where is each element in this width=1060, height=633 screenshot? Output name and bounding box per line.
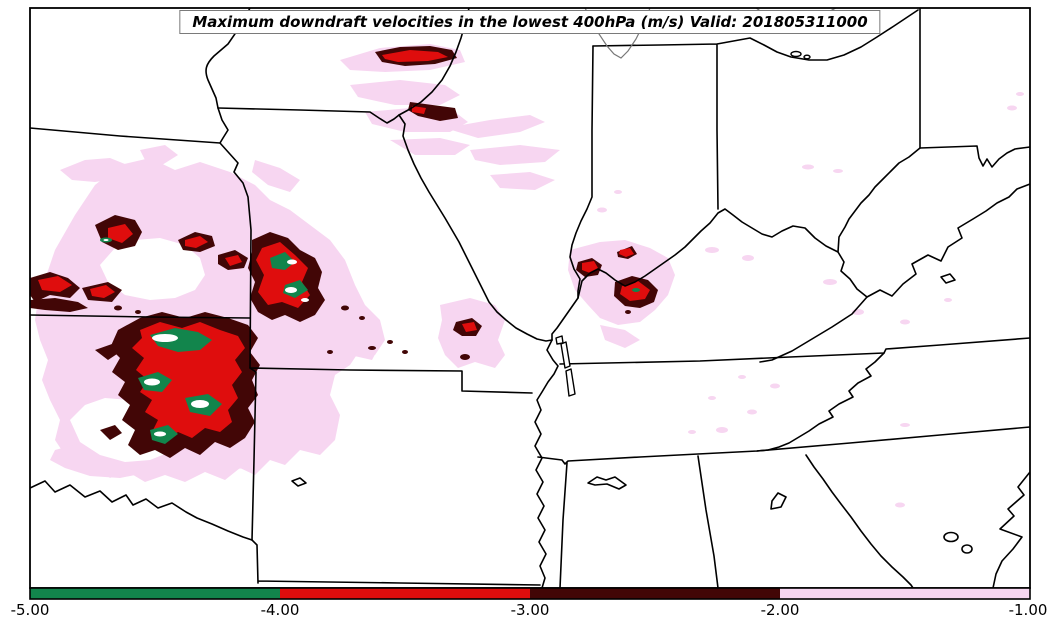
colorbar-tick-minus3: -3.00	[510, 601, 550, 619]
field-layer-white-cores	[103, 239, 309, 437]
border-red-river	[30, 480, 253, 541]
weather-field	[30, 44, 1024, 508]
field-layer-red	[38, 50, 650, 440]
colorbar-tick-minus5: -5.00	[10, 601, 50, 619]
colorbar-frame	[29, 587, 1031, 600]
erie-island	[790, 50, 802, 58]
border-pa-wv-md	[919, 145, 1030, 168]
border-ohio-river	[551, 147, 921, 341]
colorbar-tick-minus2: -2.00	[760, 601, 800, 619]
border-il-in-wabash	[569, 45, 594, 299]
lake-marion	[943, 531, 959, 543]
border-mississippi-lower	[534, 339, 559, 588]
border-mo-ar-bootheel	[249, 367, 533, 394]
border-ky-va	[759, 296, 868, 363]
colorbar-segment-red	[280, 588, 530, 599]
border-savannah-river	[805, 454, 914, 588]
colorbar-segment-green	[30, 588, 280, 599]
colorbar-segment-pink	[780, 588, 1030, 599]
virginia-lake	[940, 273, 956, 284]
kentucky-lake-3	[555, 335, 564, 345]
colorbar	[29, 587, 1031, 600]
title-box: Maximum downdraft velocities in the lowe…	[179, 10, 881, 34]
border-tx-ar-la	[251, 539, 541, 586]
georgia-lake	[770, 492, 787, 510]
map-title: Maximum downdraft velocities in the lowe…	[192, 13, 868, 31]
colorbar-tick-minus1: -1.00	[1008, 601, 1048, 619]
border-nc-tn	[756, 352, 885, 452]
kentucky-lake	[560, 341, 571, 369]
border-mississippi-upper	[398, 8, 553, 342]
colorbar-tick-minus4: -4.00	[260, 601, 300, 619]
erie-island-2	[803, 54, 811, 60]
border-sc-coast	[992, 471, 1030, 588]
border-ms-al	[559, 462, 568, 588]
pickwick-lake	[587, 476, 627, 490]
border-ia-mo	[217, 107, 400, 124]
border-al-ga	[697, 455, 719, 588]
border-tn-south-nc-sc	[537, 426, 1030, 465]
lake-moultrie	[961, 544, 973, 554]
border-ks-ok	[30, 314, 251, 319]
oklahoma-lake	[291, 477, 307, 487]
border-ne-ks	[30, 127, 221, 144]
kentucky-lake-2	[565, 368, 576, 397]
border-bigsandy-wv-va	[837, 183, 1030, 298]
colorbar-segment-darkred	[530, 588, 780, 599]
border-in-north-erie	[592, 8, 921, 210]
